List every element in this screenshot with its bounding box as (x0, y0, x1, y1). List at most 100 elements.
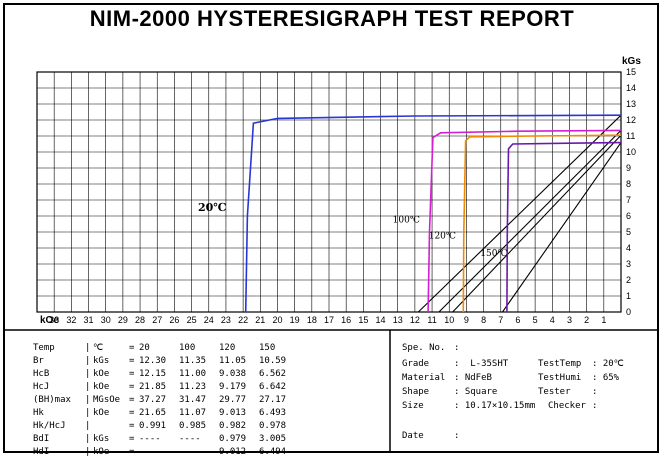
y-tick-label: 8 (626, 179, 631, 189)
results-row-value: 6.642 (259, 382, 287, 392)
results-row-sep: | (85, 408, 91, 418)
results-row-value: 6.562 (259, 369, 287, 379)
curve-120c (462, 134, 622, 313)
results-row-value: 0.985 (179, 421, 207, 431)
date-value: : (454, 431, 460, 441)
x-tick-label: 11 (427, 315, 436, 325)
results-row-unit: MGsOe (93, 395, 121, 405)
results-row-value: 11.07 (179, 408, 207, 418)
results-row-name: BdI (33, 434, 50, 444)
testhumi-value: : 65% (592, 373, 620, 383)
results-row-name: (BH)max (33, 395, 71, 405)
results-row-value: 0.979 (219, 434, 247, 444)
results-row-name: Hk (33, 408, 44, 418)
results-row-eq: = (129, 447, 135, 457)
x-tick-label: 20 (272, 315, 282, 325)
results-row-value: 21.65 (139, 408, 167, 418)
material-label: Material (402, 373, 446, 383)
results-row-value: 11.23 (179, 382, 207, 392)
results-row-value: 9.012 (219, 447, 247, 457)
x-tick-label: 2 (584, 315, 589, 325)
chart-curves (244, 114, 622, 313)
y-tick-label: 3 (626, 259, 631, 269)
results-row-eq: = (129, 408, 135, 418)
x-tick-label: 12 (410, 315, 420, 325)
results-row-unit: kOe (93, 447, 110, 457)
y-tick-label: 2 (626, 275, 631, 285)
x-tick-label: 19 (290, 315, 300, 325)
tester-value: : (592, 387, 598, 397)
y-tick-label: 14 (626, 83, 636, 93)
grade-label: Grade (402, 359, 430, 369)
results-row-value: 21.85 (139, 382, 167, 392)
results-row-value: 12.15 (139, 369, 167, 379)
results-row-value: 6.493 (259, 408, 287, 418)
x-tick-label: 33 (49, 315, 59, 325)
results-row-value: 0.982 (219, 421, 247, 431)
spe-no-label: Spe. No. (402, 343, 446, 353)
x-axis-label: kOe (40, 315, 59, 326)
results-row-value: 9.038 (219, 369, 247, 379)
results-header-cell: 150 (259, 343, 276, 353)
results-row-sep: | (85, 434, 91, 444)
y-tick-label: 7 (626, 195, 631, 205)
results-row-value: 31.47 (179, 395, 207, 405)
y-tick-label: 10 (626, 147, 636, 157)
results-row-unit: kOe (93, 408, 110, 418)
results-header-cell: | (85, 343, 91, 353)
chart-labels: 20℃ 100℃ 120℃ 150℃ (198, 201, 508, 259)
load-line (417, 114, 622, 313)
grade-value: : L-35SHT (454, 359, 509, 369)
results-row-value: ---- (139, 434, 161, 444)
size-label: Size (402, 401, 424, 411)
x-tick-label: 23 (221, 315, 231, 325)
x-tick-label: 3 (567, 315, 572, 325)
curve-label: 120℃ (429, 231, 456, 241)
results-row-sep: | (85, 382, 91, 392)
x-tick-label: 24 (204, 315, 214, 325)
x-tick-label: 7 (498, 315, 503, 325)
testtemp-value: : 20℃ (592, 359, 624, 369)
results-row-value: 0.978 (259, 421, 287, 431)
report-title: NIM-2000 HYSTERESIGRAPH TEST REPORT (89, 6, 575, 31)
x-tick-label: 1 (601, 315, 606, 325)
x-tick-label: 6 (515, 315, 520, 325)
x-tick-label: 31 (84, 315, 94, 325)
x-tick-label: 16 (341, 315, 351, 325)
y-tick-label: 13 (626, 99, 636, 109)
results-row-value: 0.991 (139, 421, 167, 431)
results-row-sep: | (85, 369, 91, 379)
chart-ticks: 33 32 31 30 29 28 27 26 25 24 23 22 21 20 19 18 17 16 15 14… (40, 56, 641, 326)
report-frame (3, 3, 659, 453)
results-row-unit: kGs (93, 434, 110, 444)
results-header-cell: Temp (33, 343, 55, 353)
chart-grid (36, 71, 622, 313)
results-header-cell: 20 (139, 343, 150, 353)
results-row-name: Hk/HcJ (33, 421, 66, 431)
results-row-value: ---- (179, 434, 201, 444)
results-row-eq: = (129, 382, 135, 392)
y-tick-label: 11 (626, 131, 635, 141)
results-row-unit: kOe (93, 382, 110, 392)
testtemp-label: TestTemp (538, 359, 582, 369)
results-row-eq: = (129, 421, 135, 431)
results-row-value: ---- (179, 447, 201, 457)
x-tick-label: 25 (187, 315, 197, 325)
y-tick-label: 9 (626, 163, 631, 173)
curve-100c (427, 129, 622, 313)
x-tick-label: 18 (307, 315, 317, 325)
y-tick-label: 6 (626, 211, 631, 221)
curve-label: 150℃ (480, 249, 507, 259)
x-tick-label: 28 (135, 315, 145, 325)
results-header-cell: ℃ (93, 343, 104, 353)
checker-value: : (592, 401, 598, 411)
results-row-value: 3.005 (259, 434, 287, 444)
x-tick-label: 30 (101, 315, 111, 325)
x-tick-label: 4 (550, 315, 555, 325)
results-row-name: HdI (33, 447, 50, 457)
results-row-value: 29.77 (219, 395, 247, 405)
size-value: : 10.17×10.15mm (454, 401, 536, 411)
results-row-name: HcB (33, 369, 50, 379)
results-row-value: 11.35 (179, 356, 207, 366)
